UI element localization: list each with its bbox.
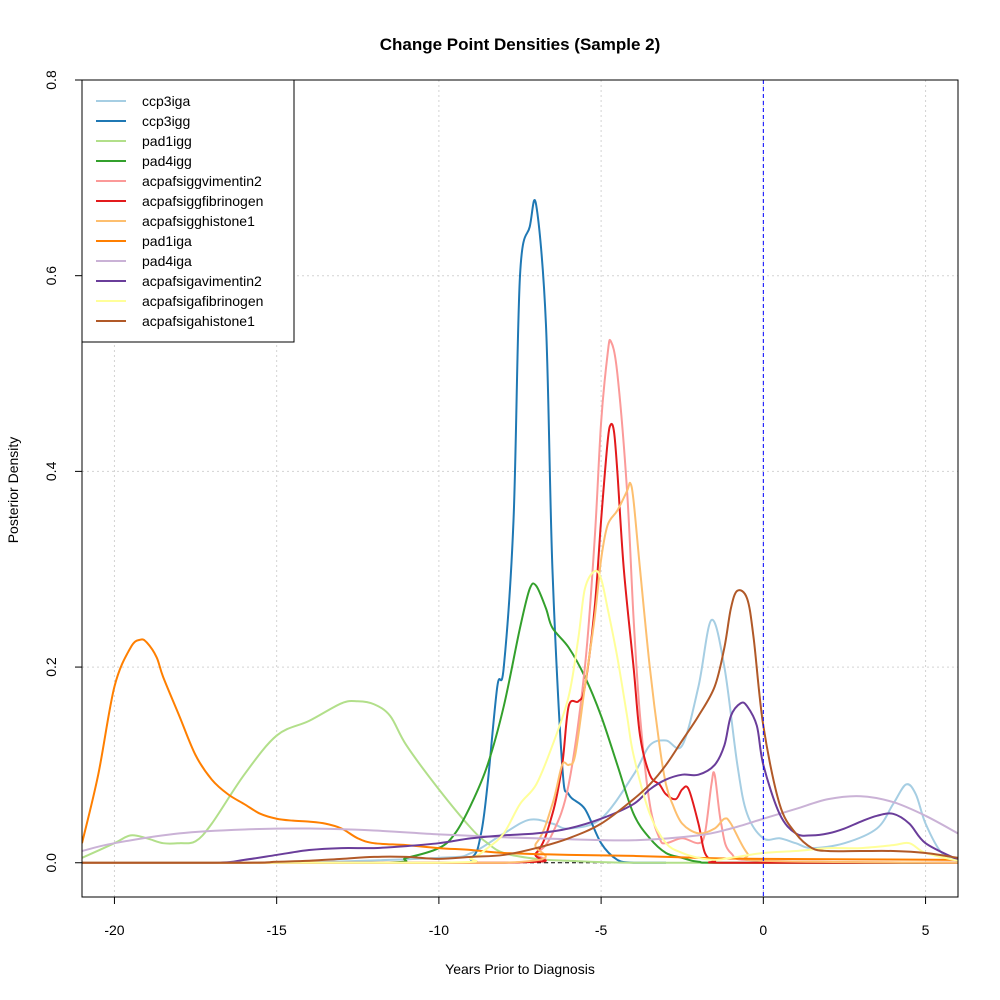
series-line-pad4iga [82, 795, 958, 852]
x-tick-label-5: 5 [922, 922, 930, 938]
series-line-acpafsigavimentin2 [82, 701, 958, 864]
x-tick-label-1: -15 [267, 922, 287, 938]
series-line-ccp3igg [82, 199, 666, 864]
series-line-pad1igg [82, 700, 958, 864]
x-tick-label-4: 0 [759, 922, 767, 938]
legend-label-acpafsigahistone1: acpafsigahistone1 [142, 313, 255, 329]
x-tick-label-0: -20 [104, 922, 124, 938]
legend-label-ccp3iga: ccp3iga [142, 93, 190, 109]
series-line-acpafsigafibrinogen [82, 569, 958, 864]
legend-label-pad4iga: pad4iga [142, 253, 192, 269]
y-tick-label-2: 0.4 [43, 461, 59, 481]
legend: ccp3iga ccp3igg pad1igg pad4igg acpafsiggvim… [81, 79, 295, 343]
legend-label-pad1igg: pad1igg [142, 133, 192, 149]
chart-title: Change Point Densities (Sample 2) [380, 35, 661, 54]
legend-label-acpafsiggfibrinogen: acpafsiggfibrinogen [142, 193, 263, 209]
legend-label-acpafsigavimentin2: acpafsigavimentin2 [142, 273, 262, 289]
legend-label-pad1iga: pad1iga [142, 233, 192, 249]
axes: -20 -15 -10 -5 0 5 0.0 0.2 0.4 0.6 0.8 [43, 70, 959, 938]
y-tick-label-0: 0.0 [43, 853, 59, 873]
y-axis-label: Posterior Density [5, 437, 21, 544]
y-tick-label-4: 0.8 [43, 70, 59, 90]
legend-label-ccp3igg: ccp3igg [142, 113, 190, 129]
legend-label-acpafsiggvimentin2: acpafsiggvimentin2 [142, 173, 262, 189]
series-lines [82, 199, 958, 864]
legend-label-pad4igg: pad4igg [142, 153, 192, 169]
y-tick-label-3: 0.6 [43, 266, 59, 286]
plot-frame [81, 79, 959, 898]
legend-label-acpafsigghistone1: acpafsigghistone1 [142, 213, 255, 229]
legend-label-acpafsigafibrinogen: acpafsigafibrinogen [142, 293, 263, 309]
series-line-acpafsigghistone1 [82, 481, 958, 864]
series-line-pad1iga [82, 638, 958, 861]
series-line-acpafsigahistone1 [82, 589, 958, 864]
legend-box [81, 79, 295, 343]
series-line-acpafsiggfibrinogen [82, 422, 958, 864]
x-tick-label-2: -10 [429, 922, 449, 938]
y-tick-label-1: 0.2 [43, 657, 59, 677]
x-tick-label-3: -5 [595, 922, 608, 938]
series-line-acpafsiggvimentin2 [82, 338, 958, 864]
x-axis-label: Years Prior to Diagnosis [445, 961, 595, 977]
